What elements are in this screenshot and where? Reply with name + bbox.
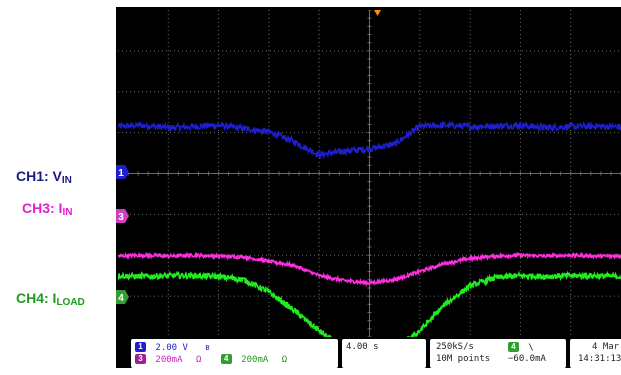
waveform-plot	[118, 10, 621, 337]
ch3-badge: 3	[135, 354, 146, 364]
timebase-box[interactable]: 4.00 s	[342, 339, 426, 368]
trace-ch1	[118, 120, 621, 160]
acquisition-box[interactable]: 250kS/s 10M points 4 \ −60.0mA	[430, 339, 566, 368]
trigger-slope-icon: \	[528, 342, 534, 353]
ch3-scale: 200mA	[155, 354, 183, 365]
graticule	[118, 10, 621, 337]
ch4-label: CH4: ILOAD	[16, 290, 85, 308]
trace-ch4	[118, 270, 621, 337]
trigger-position-marker	[374, 10, 381, 16]
record-length: 10M points	[436, 354, 491, 364]
ch4-coupling-icon: Ω	[281, 354, 288, 365]
ch1-label: CH1: VIN	[16, 168, 72, 186]
ch3-label: CH3: IIN	[22, 200, 73, 218]
ch1-bandwidth-icon: B	[205, 343, 210, 352]
traces	[118, 120, 621, 337]
ch4-scale: 200mA	[241, 354, 269, 365]
datetime-box: 4 Mar 2 14:31:13	[570, 339, 621, 368]
ch4-marker-label: 4	[118, 293, 124, 304]
ch1-marker-label: 1	[118, 168, 124, 179]
status-bar: 1 2.00 V B 3 200mA Ω 4 200mA Ω 4.00 s 25…	[131, 339, 621, 368]
ch1-marker: 1	[116, 165, 129, 179]
ch3-coupling-icon: Ω	[195, 354, 202, 365]
channel-settings-box[interactable]: 1 2.00 V B 3 200mA Ω 4 200mA Ω	[131, 339, 338, 368]
ch4-badge: 4	[220, 354, 232, 364]
trace-ch3	[118, 251, 621, 288]
trigger-level: −60.0mA	[508, 354, 546, 364]
ch4-marker: 4	[116, 290, 129, 304]
ch1-badge: 1	[135, 342, 146, 352]
ch1-scale: 2.00 V	[155, 342, 188, 353]
trigger-channel-badge: 4	[508, 342, 519, 352]
sample-rate: 250kS/s	[436, 342, 474, 352]
ch3-marker: 3	[116, 209, 129, 223]
timebase: 4.00 s	[346, 342, 379, 352]
time: 14:31:13	[578, 354, 621, 364]
ch3-marker-label: 3	[118, 212, 124, 223]
date: 4 Mar 2	[592, 342, 621, 352]
